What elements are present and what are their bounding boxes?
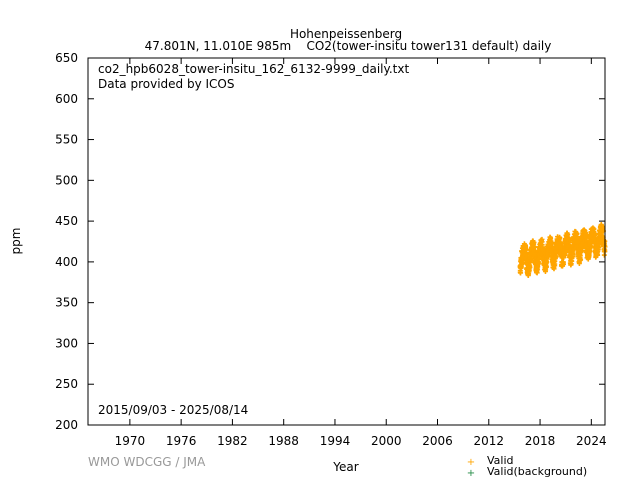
data-point: [553, 254, 559, 260]
data-point: [518, 270, 524, 276]
data-point: [531, 239, 537, 245]
file-label: co2_hpb6028_tower-insitu_162_6132-9999_d…: [98, 62, 409, 76]
x-tick-label: 1982: [217, 434, 248, 448]
x-tick-label: 2024: [576, 434, 607, 448]
x-tick-label: 2018: [525, 434, 556, 448]
provider-label: Data provided by ICOS: [98, 77, 234, 91]
x-tick-label: 2000: [371, 434, 402, 448]
data-point: [595, 252, 601, 258]
axes: 200 250 300 350 400 450 500 550 600 650 1970 1976 19…: [55, 51, 607, 448]
data-point: [558, 240, 564, 246]
data-point: [527, 264, 533, 270]
data-point: [574, 231, 580, 237]
x-axis-label: Year: [332, 460, 358, 474]
plot-frame: [87, 57, 606, 426]
x-tick-label: 2012: [474, 434, 505, 448]
legend-valid-marker: +: [467, 457, 475, 468]
x-tick-label: 1976: [166, 434, 197, 448]
y-tick-label: 400: [55, 255, 78, 269]
y-tick-label: 300: [55, 336, 78, 350]
y-tick-label: 200: [55, 418, 78, 432]
x-tick-label: 2006: [422, 434, 453, 448]
y-axis-label: ppm: [9, 228, 23, 255]
credit-text: WMO WDCGG / JMA: [88, 455, 206, 469]
y-tick-label: 450: [55, 214, 78, 228]
data-point: [557, 235, 563, 241]
y-tick-label: 650: [55, 51, 78, 65]
date-range: 2015/09/03 - 2025/08/14: [98, 403, 248, 417]
chart-title: Hohenpeissenberg: [290, 27, 402, 41]
x-tick-label: 1988: [268, 434, 299, 448]
chart-subtitle: 47.801N, 11.010E 985m CO2(tower-insitu t…: [145, 39, 552, 53]
data-point: [578, 257, 584, 263]
legend-background-marker: +: [467, 468, 475, 479]
y-tick-label: 500: [55, 173, 78, 187]
data-points: [517, 222, 608, 278]
data-point: [543, 263, 549, 269]
x-tick-label: 1970: [115, 434, 146, 448]
y-tick-label: 600: [55, 92, 78, 106]
data-point: [532, 244, 538, 250]
y-tick-label: 550: [55, 133, 78, 147]
data-point: [560, 261, 566, 267]
y-tick-label: 350: [55, 296, 78, 310]
y-tick-label: 250: [55, 377, 78, 391]
legend-background-label: Valid(background): [487, 465, 587, 478]
x-tick-label: 1994: [320, 434, 351, 448]
legend-valid-label: Valid: [487, 454, 514, 467]
